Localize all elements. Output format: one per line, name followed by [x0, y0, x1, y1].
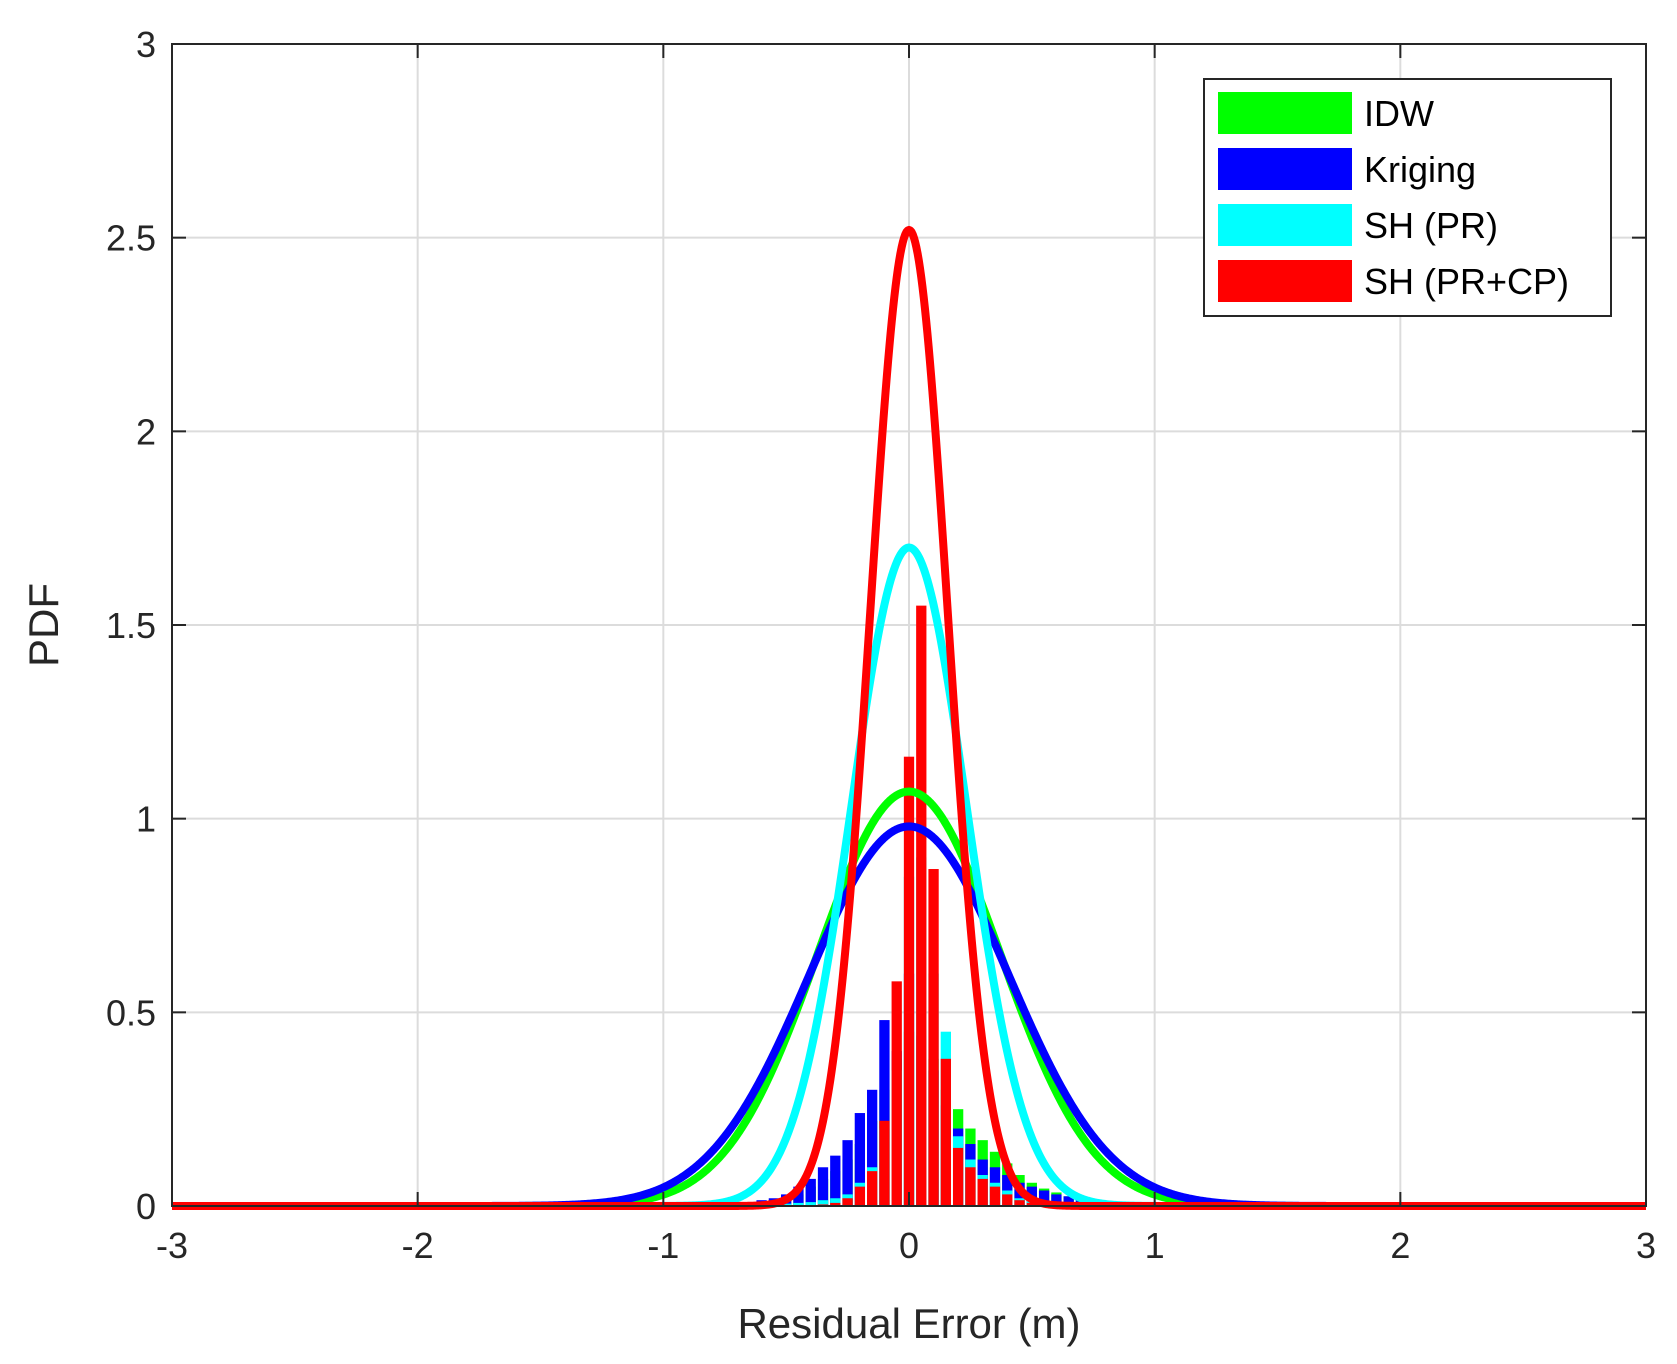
histogram-bar-sh-pr-cp — [879, 1120, 890, 1206]
histogram-bar-kriging — [805, 1178, 816, 1206]
x-tick-label: 3 — [1636, 1225, 1656, 1266]
histogram-bar-kriging — [793, 1186, 804, 1206]
histogram-bar-kriging — [879, 1020, 890, 1206]
legend-label-kriging: Kriging — [1364, 149, 1476, 190]
histogram-bar-kriging — [867, 1089, 878, 1206]
histogram-bar-sh-pr-cp — [830, 1202, 841, 1206]
histogram-bar-kriging — [830, 1155, 841, 1206]
histogram-bar-kriging — [1063, 1196, 1074, 1206]
x-tick-labels: -3 -2 -1 0 1 2 3 — [156, 1225, 1656, 1266]
legend-label-sh-pr: SH (PR) — [1364, 205, 1498, 246]
histogram-bar-kriging — [842, 1140, 853, 1206]
axis-ticks — [171, 43, 1647, 1207]
histogram-bar-sh-pr-cp — [1014, 1200, 1025, 1206]
y-tick-label: 1 — [136, 799, 156, 840]
histogram-bar-sh-pr — [793, 1202, 804, 1206]
histogram-bar-sh-pr — [817, 1200, 829, 1206]
y-tick-label: 0.5 — [106, 992, 156, 1033]
y-tick-label: 2 — [136, 411, 156, 452]
histogram-bar-sh-pr — [805, 1202, 816, 1206]
y-tick-label: 3 — [136, 24, 156, 65]
histogram-bar-sh-pr-cp — [952, 1147, 964, 1206]
histogram-bar-sh-pr-cp — [916, 605, 927, 1206]
x-tick-label: -3 — [156, 1225, 188, 1266]
y-tick-label: 1.5 — [106, 605, 156, 646]
x-axis-label: Residual Error (m) — [737, 1300, 1080, 1347]
histogram-bar-sh-pr-cp — [940, 1058, 951, 1206]
x-tick-label: -2 — [402, 1225, 434, 1266]
histogram-bar-sh-pr-cp — [977, 1178, 988, 1206]
x-tick-label: -1 — [647, 1225, 679, 1266]
histogram-bar-sh-pr-cp — [891, 981, 902, 1206]
histogram-bar-kriging — [817, 1167, 829, 1206]
histogram-bar-sh-pr — [830, 1198, 841, 1206]
legend-label-sh-pr-cp: SH (PR+CP) — [1364, 261, 1569, 302]
histogram-bar-sh-pr-cp — [854, 1186, 866, 1206]
histogram-bar-kriging — [1051, 1194, 1062, 1206]
legend: IDW Kriging SH (PR) SH (PR+CP) — [1203, 78, 1612, 317]
histogram-bar-sh-pr-cp — [965, 1167, 976, 1206]
histogram-bar-sh-pr-cp — [1002, 1194, 1013, 1206]
histogram-bar-sh-pr-cp — [1026, 1202, 1037, 1206]
histogram-bar-sh-pr-cp — [989, 1186, 1001, 1206]
legend-label-idw: IDW — [1364, 93, 1434, 134]
histogram-bars — [756, 605, 1160, 1206]
x-tick-label: 0 — [899, 1225, 919, 1266]
y-axis-label: PDF — [20, 583, 67, 667]
histogram-bar-sh-pr — [781, 1203, 792, 1206]
x-tick-label: 1 — [1145, 1225, 1165, 1266]
x-tick-label: 2 — [1390, 1225, 1410, 1266]
histogram-bar-sh-pr-cp — [867, 1171, 878, 1206]
y-tick-labels: 0 0.5 1 1.5 2 2.5 3 — [106, 24, 156, 1227]
histogram-bar-kriging — [1002, 1175, 1013, 1206]
histogram-bar-sh-pr-cp — [842, 1198, 853, 1206]
histogram-bar-sh-pr-cp — [928, 869, 939, 1206]
y-tick-label: 0 — [136, 1186, 156, 1227]
histogram-bar-sh-pr-cp — [903, 756, 915, 1206]
histogram-bar-kriging — [854, 1113, 866, 1206]
histogram-bar-kriging — [1038, 1190, 1050, 1206]
y-tick-label: 2.5 — [106, 218, 156, 259]
